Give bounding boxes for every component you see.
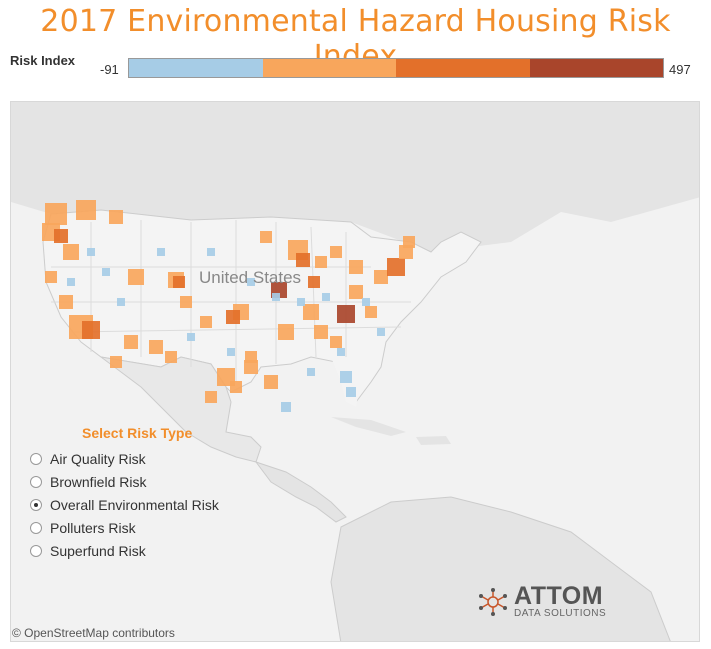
risk-marker[interactable] bbox=[340, 371, 352, 383]
legend-segment-mid bbox=[262, 59, 396, 77]
risk-option-label: Superfund Risk bbox=[50, 542, 146, 559]
risk-marker[interactable] bbox=[307, 368, 315, 376]
risk-marker[interactable] bbox=[330, 336, 342, 348]
risk-option[interactable]: Superfund Risk bbox=[30, 539, 219, 562]
risk-marker[interactable] bbox=[45, 203, 67, 225]
legend-segment-top bbox=[529, 59, 663, 77]
risk-marker[interactable] bbox=[296, 253, 310, 267]
risk-marker[interactable] bbox=[244, 360, 258, 374]
risk-marker[interactable] bbox=[207, 248, 215, 256]
risk-marker[interactable] bbox=[278, 324, 294, 340]
risk-option-label: Brownfield Risk bbox=[50, 473, 147, 490]
risk-marker[interactable] bbox=[187, 333, 195, 341]
legend-min: -91 bbox=[100, 62, 119, 77]
country-label: United States bbox=[199, 268, 302, 287]
radio-button[interactable] bbox=[30, 521, 42, 534]
risk-marker[interactable] bbox=[247, 278, 255, 286]
risk-type-selector[interactable]: Select Risk Type Air Quality Risk Brownfi… bbox=[30, 425, 219, 562]
brand-subtitle: DATA SOLUTIONS bbox=[514, 608, 607, 619]
risk-marker[interactable] bbox=[110, 356, 122, 368]
risk-marker[interactable] bbox=[63, 244, 79, 260]
risk-marker[interactable] bbox=[128, 269, 144, 285]
risk-marker[interactable] bbox=[308, 276, 320, 288]
risk-marker[interactable] bbox=[297, 298, 305, 306]
risk-marker[interactable] bbox=[260, 231, 272, 243]
risk-marker[interactable] bbox=[87, 248, 95, 256]
land-hispaniola bbox=[416, 436, 451, 445]
risk-marker[interactable] bbox=[173, 276, 185, 288]
land-cuba bbox=[331, 417, 406, 436]
risk-marker[interactable] bbox=[365, 306, 377, 318]
legend-max: 497 bbox=[669, 62, 691, 77]
risk-type-title: Select Risk Type bbox=[82, 425, 193, 441]
risk-option[interactable]: Overall Environmental Risk bbox=[30, 493, 219, 516]
risk-marker[interactable] bbox=[272, 293, 280, 301]
risk-marker[interactable] bbox=[67, 278, 75, 286]
risk-marker[interactable] bbox=[200, 316, 212, 328]
risk-marker[interactable] bbox=[337, 305, 355, 323]
risk-map[interactable]: United States bbox=[10, 101, 700, 642]
legend-color-bar[interactable] bbox=[128, 58, 664, 78]
risk-option[interactable]: Polluters Risk bbox=[30, 516, 219, 539]
risk-marker[interactable] bbox=[45, 271, 57, 283]
radio-button[interactable] bbox=[30, 498, 42, 511]
risk-marker[interactable] bbox=[227, 348, 235, 356]
map-credit[interactable]: © OpenStreetMap contributors bbox=[12, 626, 175, 640]
risk-marker[interactable] bbox=[205, 391, 217, 403]
risk-marker[interactable] bbox=[330, 246, 342, 258]
radio-button[interactable] bbox=[30, 544, 42, 557]
radio-button[interactable] bbox=[30, 475, 42, 488]
risk-marker[interactable] bbox=[362, 298, 370, 306]
land-canada bbox=[11, 102, 699, 252]
risk-option[interactable]: Air Quality Risk bbox=[30, 447, 219, 470]
risk-marker[interactable] bbox=[165, 351, 177, 363]
risk-marker[interactable] bbox=[349, 260, 363, 274]
radio-button[interactable] bbox=[30, 452, 42, 465]
page-title: 2017 Environmental Hazard Housing Risk I… bbox=[40, 4, 671, 74]
risk-marker[interactable] bbox=[349, 285, 363, 299]
risk-option-label: Overall Environmental Risk bbox=[50, 496, 219, 513]
risk-marker[interactable] bbox=[149, 340, 163, 354]
risk-marker[interactable] bbox=[117, 298, 125, 306]
risk-marker[interactable] bbox=[264, 375, 278, 389]
risk-marker[interactable] bbox=[399, 245, 413, 259]
risk-option-label: Polluters Risk bbox=[50, 519, 136, 536]
risk-marker[interactable] bbox=[374, 270, 388, 284]
risk-marker[interactable] bbox=[54, 229, 68, 243]
risk-marker[interactable] bbox=[180, 296, 192, 308]
land-south-america bbox=[330, 496, 671, 641]
legend-segment-low bbox=[129, 59, 263, 77]
risk-marker[interactable] bbox=[102, 268, 110, 276]
risk-marker[interactable] bbox=[109, 210, 123, 224]
risk-marker[interactable] bbox=[226, 310, 240, 324]
risk-option-label: Air Quality Risk bbox=[50, 450, 146, 467]
brand-name: ATTOM bbox=[514, 582, 604, 610]
risk-marker[interactable] bbox=[322, 293, 330, 301]
risk-marker[interactable] bbox=[403, 236, 415, 248]
risk-marker[interactable] bbox=[82, 321, 100, 339]
risk-marker[interactable] bbox=[230, 381, 242, 393]
risk-marker[interactable] bbox=[157, 248, 165, 256]
legend-segment-high bbox=[396, 59, 530, 77]
risk-marker[interactable] bbox=[337, 348, 345, 356]
land-central-america bbox=[254, 461, 347, 523]
risk-marker[interactable] bbox=[76, 200, 96, 220]
brand-logo: ATTOM DATA SOLUTIONS bbox=[478, 584, 606, 619]
risk-marker[interactable] bbox=[124, 335, 138, 349]
network-icon bbox=[479, 587, 507, 616]
map-canvas[interactable] bbox=[11, 102, 700, 642]
risk-marker[interactable] bbox=[314, 325, 328, 339]
legend-label: Risk Index bbox=[10, 53, 76, 68]
risk-marker[interactable] bbox=[387, 258, 405, 276]
risk-marker[interactable] bbox=[377, 328, 385, 336]
risk-marker[interactable] bbox=[281, 402, 291, 412]
risk-marker[interactable] bbox=[346, 387, 356, 397]
risk-marker[interactable] bbox=[315, 256, 327, 268]
risk-marker[interactable] bbox=[303, 304, 319, 320]
risk-option[interactable]: Brownfield Risk bbox=[30, 470, 219, 493]
risk-marker[interactable] bbox=[59, 295, 73, 309]
